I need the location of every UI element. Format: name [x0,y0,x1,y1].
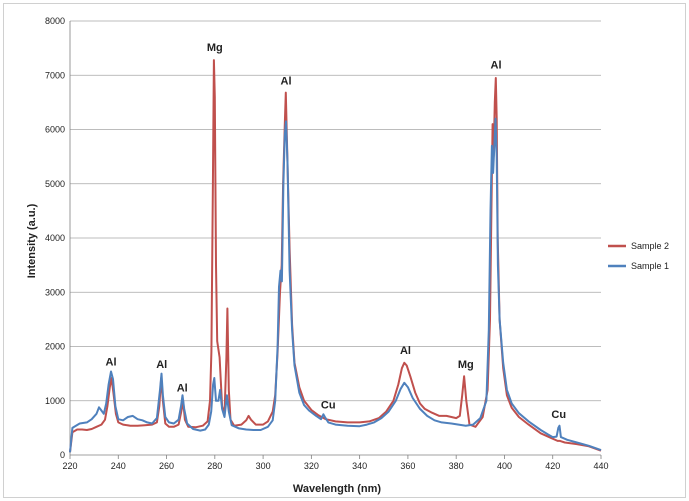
x-tick-label: 320 [304,461,319,471]
y-tick-label: 6000 [45,125,65,135]
y-tick-label: 4000 [45,233,65,243]
x-tick-label: 440 [593,461,608,471]
chart-frame: 0 1000 2000 3000 4000 5000 6000 7000 8000 220 240 2… [3,3,686,498]
x-axis-title: Wavelength (nm) [293,483,382,495]
x-tick-label: 340 [352,461,367,471]
y-tick-label: 5000 [45,179,65,189]
peak-label-cu: Cu [321,399,336,411]
y-tick-label: 1000 [45,396,65,406]
legend-label-sample-1: Sample 1 [631,261,669,271]
x-tick-label: 240 [111,461,126,471]
peak-annotations: Al Al Al Mg Al Cu Al Mg Al Cu [106,42,567,421]
series-lines [69,59,602,453]
peak-label-al: Al [281,75,292,87]
x-tick-label: 380 [449,461,464,471]
y-tick-label: 8000 [45,16,65,26]
peak-label-cu: Cu [551,409,566,421]
x-tick-label: 400 [497,461,512,471]
spectrum-chart: 0 1000 2000 3000 4000 5000 6000 7000 8000 220 240 2… [26,16,669,495]
series-line-sample-2 [69,59,602,453]
x-tick-label: 360 [400,461,415,471]
y-tick-label: 7000 [45,70,65,80]
legend-label-sample-2: Sample 2 [631,241,669,251]
peak-label-al: Al [106,356,117,368]
y-tick-label: 2000 [45,342,65,352]
x-tick-label: 280 [207,461,222,471]
peak-label-al: Al [491,60,502,72]
peak-label-mg: Mg [207,42,223,54]
x-tick-label: 300 [256,461,271,471]
gridlines [69,20,602,459]
peak-label-mg: Mg [458,359,474,371]
y-tick-label: 3000 [45,287,65,297]
x-tick-label: 260 [159,461,174,471]
peak-label-al: Al [156,359,167,371]
y-axis-title: Intensity (a.u.) [26,203,38,278]
series-line-sample-1 [69,117,602,453]
legend: Sample 2 Sample 1 [608,241,669,271]
x-tick-label: 420 [545,461,560,471]
peak-label-al: Al [177,383,188,395]
tick-labels: 0 1000 2000 3000 4000 5000 6000 7000 8000 220 240 2… [45,16,609,471]
x-tick-label: 220 [62,461,77,471]
y-tick-label: 0 [60,450,65,460]
peak-label-al: Al [400,345,411,357]
